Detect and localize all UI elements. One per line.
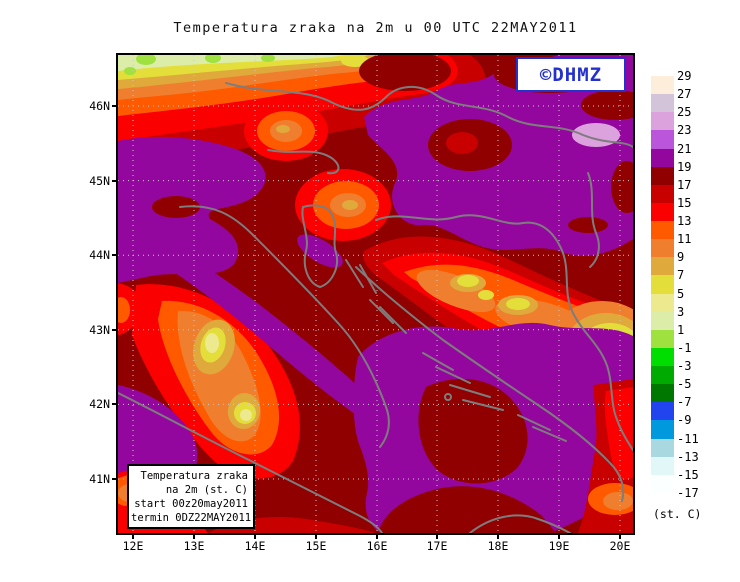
- y-axis-tick: [112, 403, 118, 406]
- x-axis-tick: [254, 533, 256, 539]
- colorbar-box: [651, 130, 674, 149]
- y-axis-tick: [112, 179, 118, 182]
- colorbar-tick-label: 1: [677, 322, 685, 337]
- colorbar-box: [651, 366, 674, 385]
- y-axis-label: 43N: [89, 322, 110, 337]
- x-axis-label: 16E: [366, 539, 388, 553]
- y-axis-tick: [112, 105, 118, 107]
- colorbar-box: [651, 293, 674, 312]
- colorbar-box: [651, 257, 674, 276]
- x-axis-label: 14E: [244, 539, 266, 553]
- colorbar-tick-label: 29: [677, 69, 692, 83]
- info-line-start: start 00z20may2011: [134, 498, 248, 510]
- info-line-termin: termin 0DZ22MAY2011: [131, 512, 252, 524]
- colorbar-tick-label: -5: [677, 377, 692, 392]
- y-axis-tick: [112, 478, 118, 480]
- x-axis-tick: [315, 533, 317, 539]
- y-axis-label: 45N: [89, 173, 110, 188]
- y-axis-label: 44N: [89, 248, 110, 263]
- colorbar-tick-label: 5: [677, 286, 685, 301]
- colorbar-tick-label: 21: [677, 141, 692, 156]
- colorbar-box: [651, 402, 674, 421]
- map-area: [116, 53, 635, 535]
- colorbar-tick-label: 23: [677, 123, 692, 138]
- x-axis-label: 20E: [609, 539, 631, 553]
- colorbar-tick-label: -7: [677, 395, 692, 410]
- x-axis-tick: [436, 533, 438, 539]
- colorbar-box: [651, 184, 674, 203]
- colorbar-tick-label: 7: [677, 268, 685, 283]
- y-axis-label: 46N: [89, 99, 110, 113]
- colorbar-box: [651, 456, 674, 475]
- colorbar-tick-label: 9: [677, 250, 685, 265]
- colorbar-tick-label: 25: [677, 105, 692, 120]
- x-axis-tick: [132, 533, 134, 539]
- run-info-box: Temperatura zraka na 2m (st. C) start 00…: [127, 464, 255, 529]
- page-title: Temperatura zraka na 2m u 00 UTC 22MAY20…: [173, 20, 578, 36]
- x-axis-label: 15E: [305, 539, 327, 553]
- info-line-level: na 2m (st. C): [165, 484, 248, 496]
- x-axis-label: 19E: [548, 539, 570, 553]
- colorbar-box: [651, 384, 674, 403]
- colorbar-box: [651, 76, 674, 95]
- y-axis-label: 42N: [89, 397, 110, 412]
- colorbar-box: [651, 438, 674, 457]
- temperature-map: [118, 55, 633, 533]
- y-axis-tick: [112, 254, 118, 257]
- x-axis-label: 13E: [183, 539, 205, 553]
- colorbar-tick-label: 15: [677, 195, 692, 210]
- dhmz-watermark-text: ©DHMZ: [539, 63, 603, 86]
- x-axis-tick: [619, 533, 621, 539]
- x-axis-tick: [193, 533, 195, 539]
- colorbar-box: [651, 202, 674, 222]
- x-axis-tick: [376, 533, 378, 539]
- colorbar-box: [651, 239, 674, 258]
- colorbar-box: [651, 311, 674, 330]
- y-axis-tick: [112, 328, 118, 331]
- coastlines: [118, 82, 633, 533]
- colorbar-box: [651, 420, 674, 439]
- colorbar-tick-label: 27: [677, 87, 692, 102]
- x-axis-label: 12E: [122, 539, 144, 553]
- colorbar-tick-label: 17: [677, 177, 692, 192]
- x-axis-label: 17E: [426, 539, 448, 553]
- colorbar-tick-label: 19: [677, 159, 692, 174]
- colorbar-box: [651, 112, 674, 131]
- colorbar-tick-label: -15: [677, 467, 699, 482]
- colorbar-box: [651, 474, 674, 493]
- x-axis-tick: [497, 533, 499, 539]
- colorbar-box: [651, 329, 674, 348]
- colorbar-box: [651, 347, 674, 367]
- colorbar-tick-label: -13: [677, 449, 699, 464]
- x-axis-tick: [558, 533, 560, 539]
- colorbar-box: [651, 275, 674, 294]
- colorbar-tick-label: -1: [677, 340, 692, 355]
- colorbar-tick-label: 3: [677, 304, 685, 319]
- colorbar-tick-label: -11: [677, 431, 699, 446]
- colorbar-tick-label: -3: [677, 359, 692, 374]
- colorbar-box: [651, 94, 674, 113]
- colorbar-tick-label: 13: [677, 214, 692, 229]
- y-axis-label: 41N: [89, 472, 110, 486]
- info-line-variable: Temperatura zraka: [140, 470, 248, 482]
- colorbar-box: [651, 221, 674, 240]
- colorbar-tick-label: -17: [677, 485, 699, 500]
- dhmz-watermark: ©DHMZ: [516, 57, 626, 92]
- colorbar-box: [651, 148, 674, 167]
- temperature-field: [118, 55, 633, 533]
- colorbar-unit-label: (st. C): [653, 507, 702, 521]
- colorbar-tick-label: -9: [677, 413, 692, 428]
- colorbar-box: [651, 166, 674, 185]
- colorbar-tick-label: 11: [677, 232, 692, 247]
- x-axis-label: 18E: [487, 539, 509, 553]
